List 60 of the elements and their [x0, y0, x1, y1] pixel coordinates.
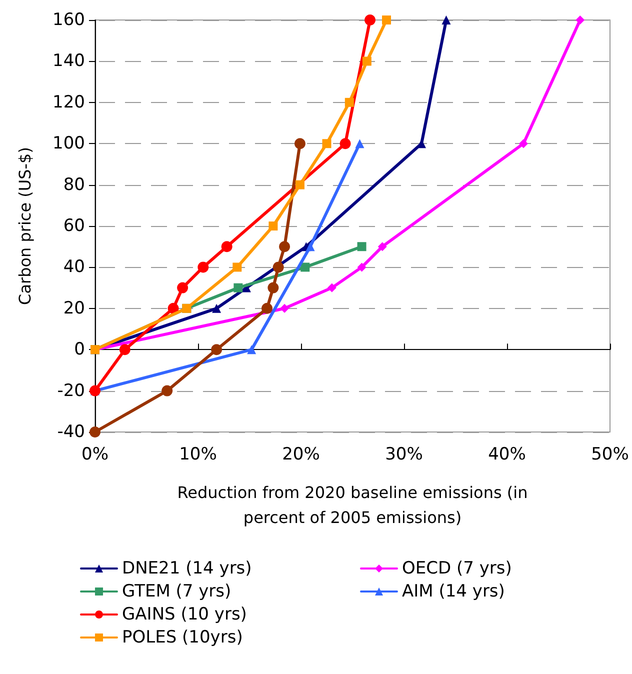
point — [362, 56, 372, 66]
point — [234, 283, 243, 292]
y-tick-label: 120 — [52, 92, 85, 112]
point — [119, 344, 130, 356]
legend-label: GAINS (10 yrs) — [122, 604, 247, 624]
point — [442, 16, 451, 24]
point — [300, 262, 310, 272]
point — [198, 262, 209, 273]
y-tick-label: 60 — [63, 216, 85, 236]
legend-label: AIM (14 yrs) — [402, 582, 505, 602]
x-tick-label: 40% — [488, 444, 526, 464]
point — [322, 139, 332, 148]
y-tick-label: 140 — [52, 51, 85, 72]
point — [344, 98, 354, 107]
point — [378, 242, 387, 252]
point — [295, 180, 304, 190]
point — [262, 302, 273, 314]
x-tick-label: 0% — [82, 444, 108, 464]
point — [168, 302, 179, 314]
point — [294, 138, 306, 150]
x-tick-label: 30% — [385, 444, 423, 464]
point — [355, 139, 364, 148]
point — [212, 304, 222, 313]
point — [268, 282, 279, 294]
legend-label: OECD (7 yrs) — [402, 558, 512, 578]
y-tick-label: 40 — [63, 257, 85, 278]
point — [221, 241, 232, 252]
y-tick-label: 0 — [74, 340, 85, 360]
point — [232, 262, 242, 272]
legend-label: POLES (10yrs) — [122, 628, 243, 648]
point — [382, 16, 391, 24]
point — [357, 242, 366, 252]
point — [268, 222, 278, 230]
point — [247, 345, 256, 354]
y-tick-label: 80 — [63, 174, 85, 195]
x-tick-label: 20% — [282, 444, 320, 464]
legend-label: GTEM (7 yrs) — [122, 582, 232, 602]
point — [211, 344, 222, 356]
x-axis-title: Reduction from 2020 baseline emissions (in percent of 2005 emissions) — [177, 483, 528, 527]
y-tick-label: -40 — [57, 422, 85, 442]
y-tick-label: 160 — [52, 10, 85, 30]
y-tick-label: -20 — [57, 380, 85, 401]
point — [364, 14, 376, 26]
legend-label: DNE21 (14 yrs) — [122, 558, 252, 578]
y-axis-title: Carbon price (US-$) — [16, 147, 34, 305]
point — [177, 282, 188, 294]
point — [518, 139, 528, 148]
point — [327, 283, 336, 292]
point — [162, 385, 173, 396]
x-tick-label: 10% — [179, 444, 217, 464]
point — [280, 304, 290, 313]
point — [306, 242, 315, 252]
y-tick-label: 100 — [52, 134, 85, 154]
point — [576, 16, 585, 24]
point — [272, 262, 284, 273]
x-tick-label: 50% — [591, 444, 629, 464]
point — [340, 138, 351, 150]
point — [357, 262, 366, 272]
point — [279, 241, 290, 252]
y-tick-label: 20 — [63, 298, 85, 318]
